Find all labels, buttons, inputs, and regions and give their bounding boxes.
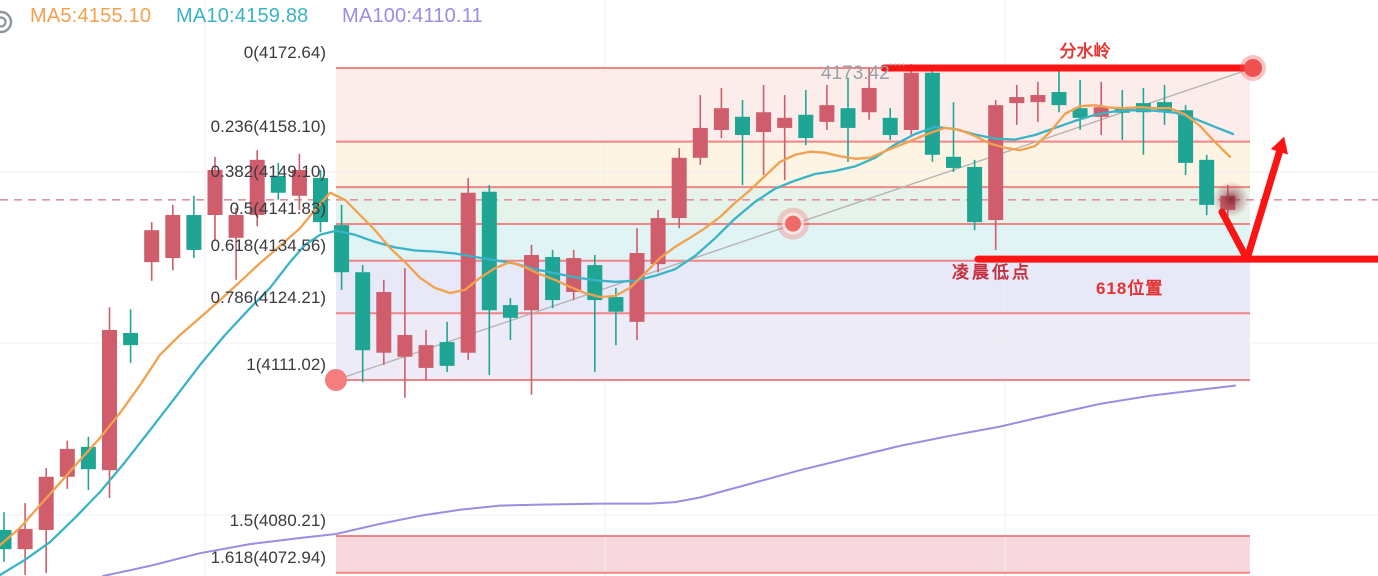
- ma5-legend-value[interactable]: MA5:4155.10: [30, 5, 152, 27]
- v-arrow-drawing: [1218, 136, 1288, 263]
- pulse-glow-dot: [1213, 181, 1249, 218]
- ma100-legend-value[interactable]: MA100:4110.11: [342, 5, 483, 27]
- thick-line-drawings: [880, 54, 1378, 263]
- ma-lines: [0, 104, 1236, 576]
- logo-ring-icon: [0, 10, 13, 34]
- ma10-legend-value[interactable]: MA10:4159.88: [176, 5, 309, 27]
